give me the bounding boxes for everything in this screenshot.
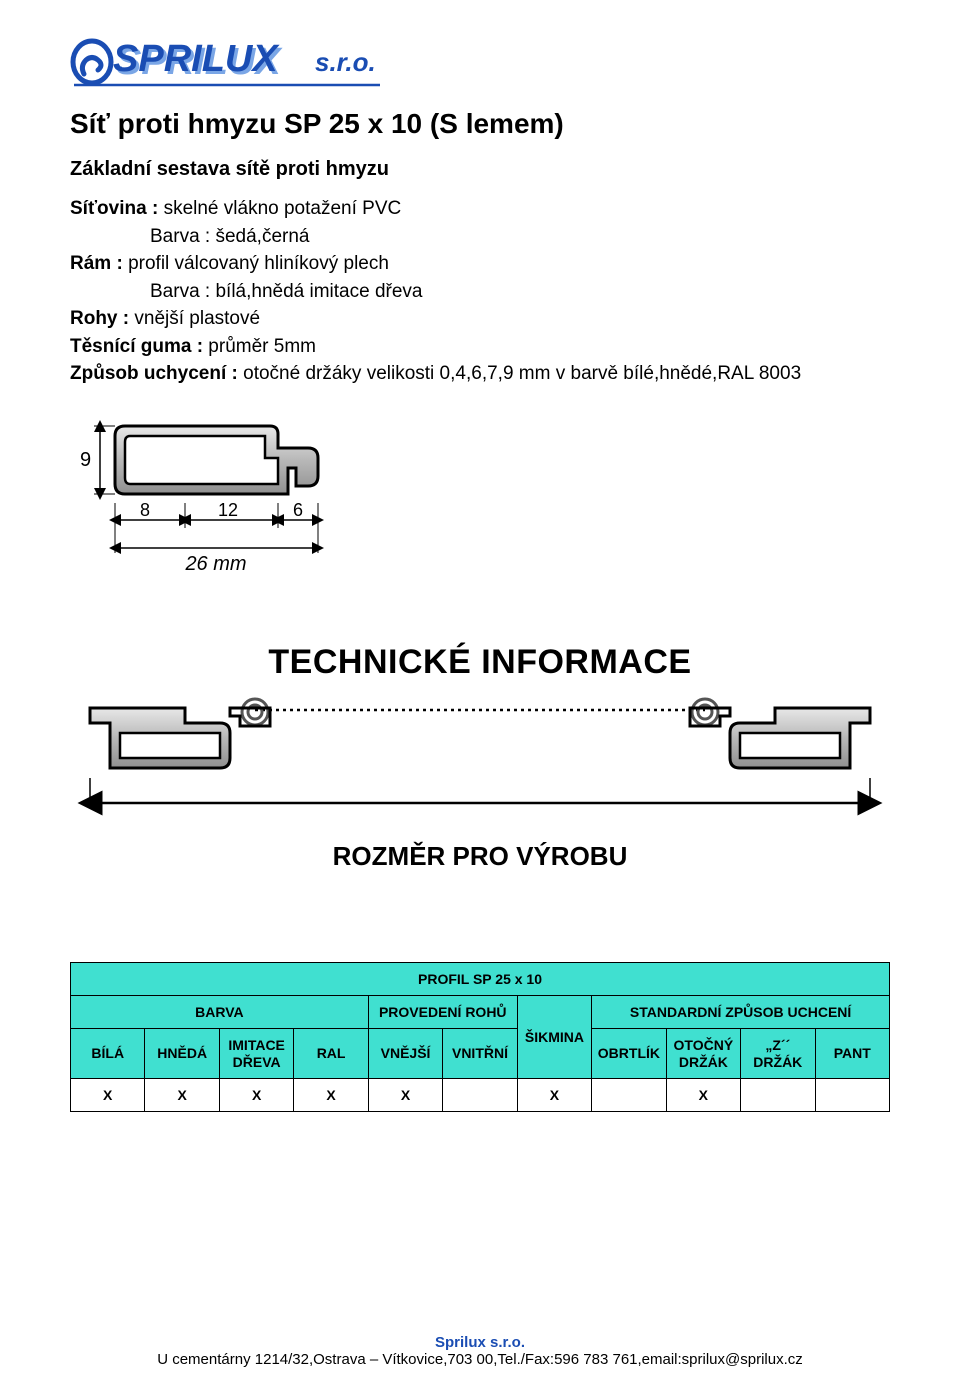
sitovina-label: Síťovina : — [70, 198, 158, 219]
production-dimension-label: ROZMĚR PRO VÝROBU — [70, 841, 890, 872]
sitovina-barva: Barva : šedá,černá — [70, 223, 890, 251]
rohy-value: vnější plastové — [129, 308, 260, 329]
col-zdrzak: „Z´´ DRŽÁK — [741, 1028, 815, 1079]
footer: Sprilux s.r.o. U cementárny 1214/32,Ostr… — [0, 1334, 960, 1368]
col-imitace: IMITACE DŘEVA — [219, 1028, 293, 1079]
dim-total: 26 mm — [184, 553, 246, 575]
cell-sikmina: X — [517, 1079, 591, 1112]
footer-company: Sprilux s.r.o. — [435, 1334, 525, 1351]
logo-svg: SPRILUX SPRILUX s.r.o. — [70, 30, 430, 90]
cell-vnejsi: X — [368, 1079, 442, 1112]
dim-seg1: 8 — [140, 500, 150, 520]
col-pant: PANT — [815, 1028, 889, 1079]
col-hneda: HNĚDÁ — [145, 1028, 219, 1079]
cell-otocny: X — [666, 1079, 740, 1112]
ram-value: profil válcovaný hliníkový plech — [123, 253, 389, 274]
col-obrtlik: OBRTLÍK — [592, 1028, 666, 1079]
cell-obrtlik — [592, 1079, 666, 1112]
cell-imitace: X — [219, 1079, 293, 1112]
logo: SPRILUX SPRILUX s.r.o. — [70, 30, 890, 90]
ram-label: Rám : — [70, 253, 123, 274]
group-uchyceni: STANDARDNÍ ZPŮSOB UCHCENÍ — [592, 995, 890, 1028]
col-vnitrni: VNITŘNÍ — [443, 1028, 517, 1079]
dim-seg2: 12 — [218, 500, 238, 520]
table-title: PROFIL SP 25 x 10 — [71, 962, 890, 995]
profile-cross-section-diagram: 9 8 12 6 26 mm — [70, 408, 890, 603]
svg-text:s.r.o.: s.r.o. — [315, 47, 376, 77]
footer-address: U cementárny 1214/32,Ostrava – Vítkovice… — [157, 1351, 803, 1368]
cell-hneda: X — [145, 1079, 219, 1112]
technical-info-heading: TECHNICKÉ INFORMACE — [70, 643, 890, 682]
section-subtitle: Základní sestava sítě proti hmyzu — [70, 158, 890, 181]
uchyceni-value: otočné držáky velikosti 0,4,6,7,9 mm v b… — [238, 363, 801, 384]
svg-text:SPRILUX: SPRILUX — [113, 38, 280, 80]
col-ral: RAL — [294, 1028, 368, 1079]
rohy-label: Rohy : — [70, 308, 129, 329]
group-sikmina: ŠIKMINA — [517, 995, 591, 1079]
cell-bila: X — [71, 1079, 145, 1112]
cell-zdrzak — [741, 1079, 815, 1112]
col-vnejsi: VNĚJŠÍ — [368, 1028, 442, 1079]
dim-seg3: 6 — [293, 500, 303, 520]
cell-pant — [815, 1079, 889, 1112]
production-dimension-diagram — [70, 688, 890, 833]
col-bila: BÍLÁ — [71, 1028, 145, 1079]
page-title: Síť proti hmyzu SP 25 x 10 (S lemem) — [70, 108, 890, 140]
specs-block: Síťovina : skelné vlákno potažení PVC Ba… — [70, 195, 890, 388]
uchyceni-label: Způsob uchycení : — [70, 363, 238, 384]
sitovina-value: skelné vlákno potažení PVC — [158, 198, 401, 219]
col-otocny: OTOČNÝ DRŽÁK — [666, 1028, 740, 1079]
guma-label: Těsnící guma : — [70, 336, 203, 357]
cell-vnitrni — [443, 1079, 517, 1112]
dim-height: 9 — [80, 449, 91, 471]
group-barva: BARVA — [71, 995, 369, 1028]
cell-ral: X — [294, 1079, 368, 1112]
guma-value: průměr 5mm — [203, 336, 316, 357]
ram-barva: Barva : bílá,hnědá imitace dřeva — [70, 278, 890, 306]
profile-table: PROFIL SP 25 x 10 BARVA PROVEDENÍ ROHŮ Š… — [70, 962, 890, 1113]
group-provedeni: PROVEDENÍ ROHŮ — [368, 995, 517, 1028]
